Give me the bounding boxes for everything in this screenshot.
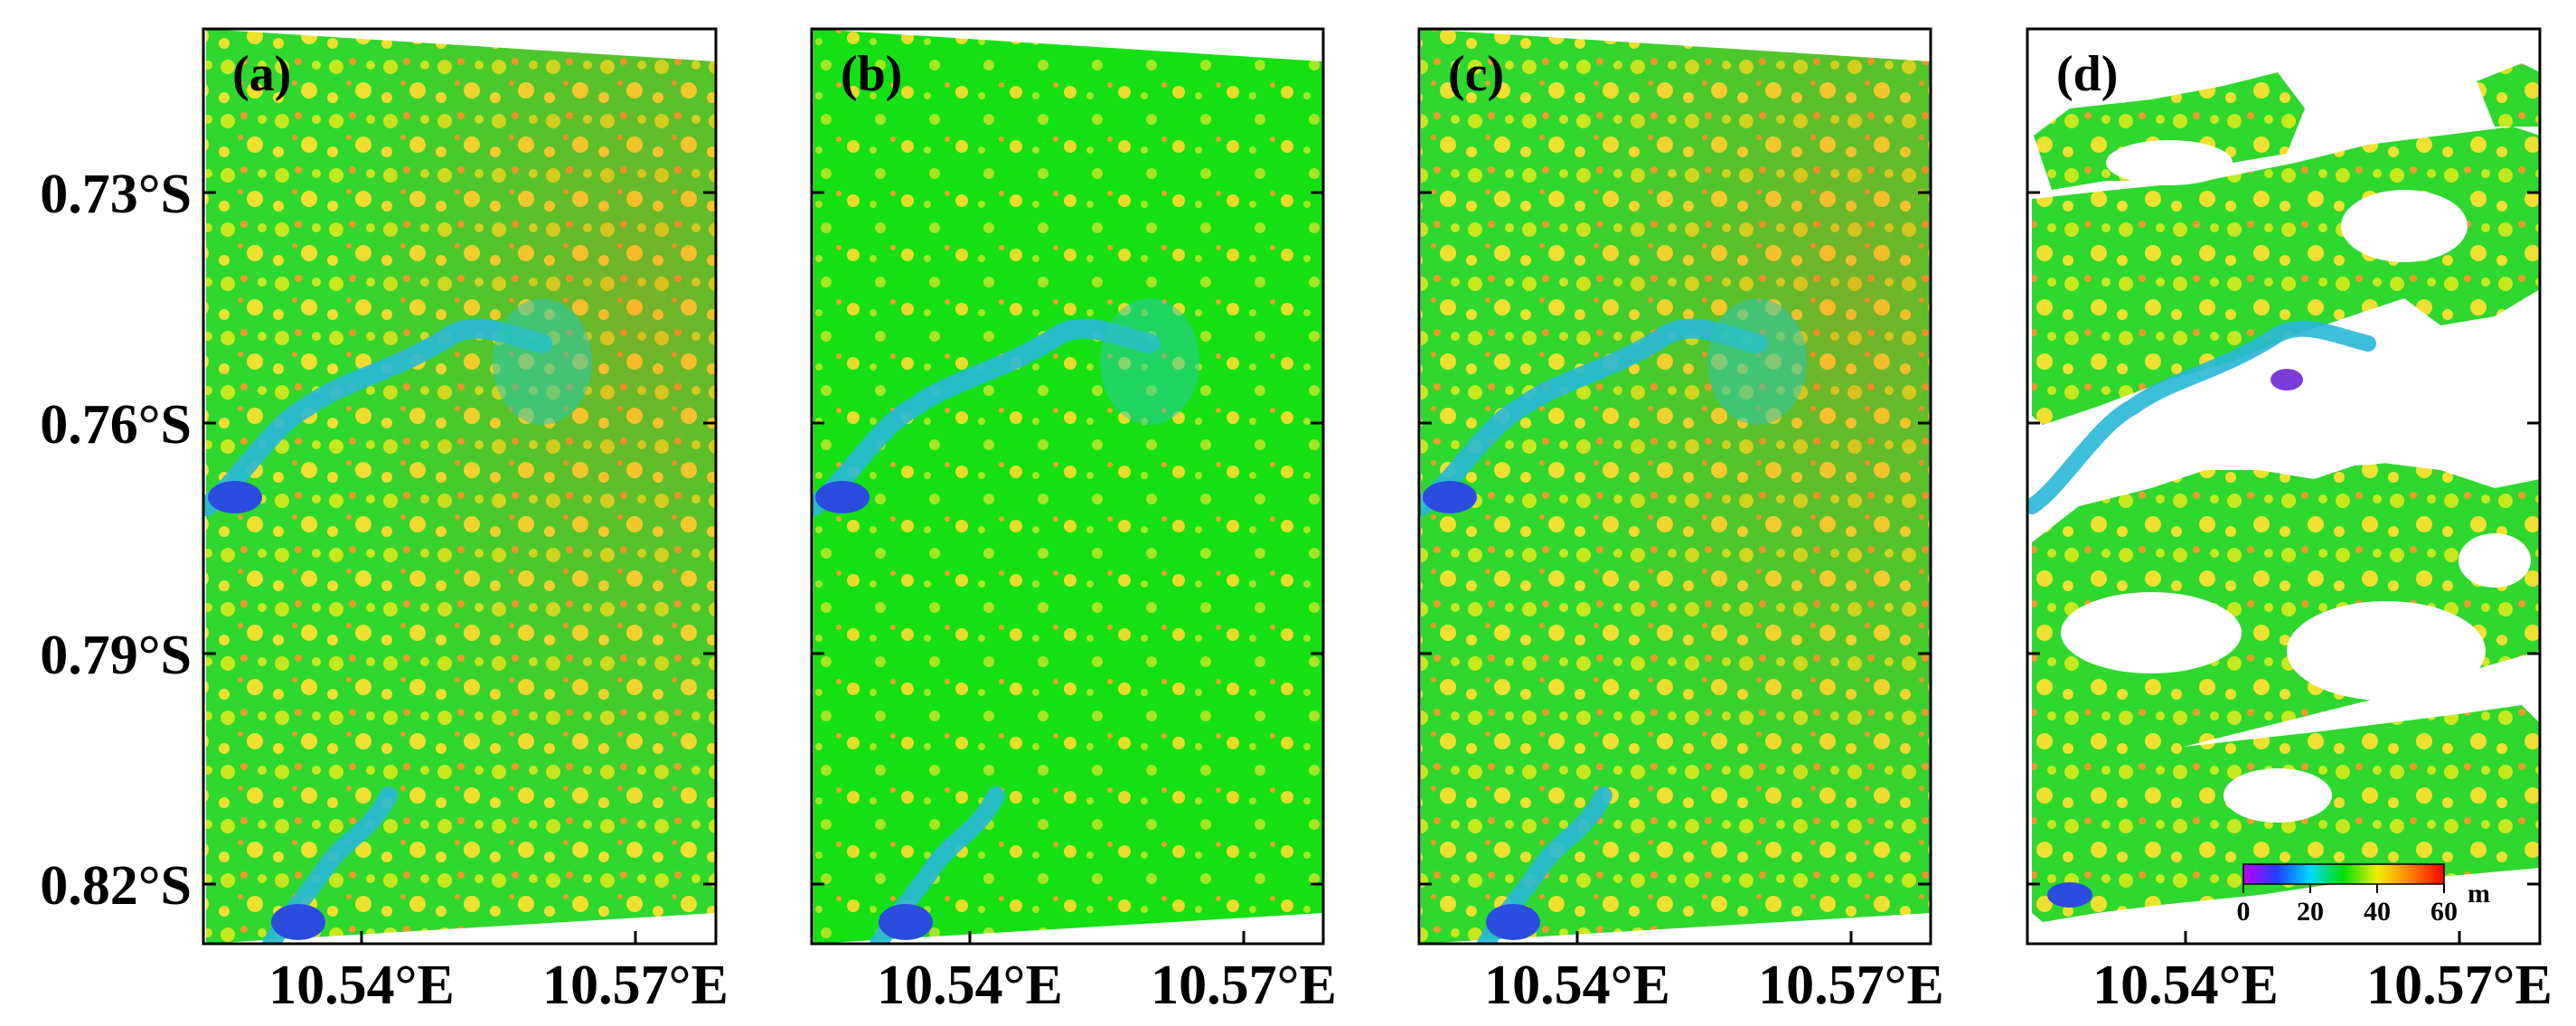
x-tick-label: 10.54°E	[877, 955, 1063, 1016]
x-tick-label: 10.54°E	[268, 955, 455, 1016]
panel-a-low-area	[208, 481, 262, 513]
x-tick-label: 10.57°E	[1151, 955, 1337, 1016]
panel-b	[812, 29, 1323, 944]
y-tick-label: 0.82°S	[40, 855, 192, 917]
panel-label-d: (d)	[2056, 46, 2118, 102]
panel-a-frame	[202, 27, 718, 946]
panel-d-patch	[2034, 72, 2305, 190]
panel-label-b: (b)	[841, 46, 902, 102]
panel-c-river	[1419, 318, 1767, 516]
panel-d-patch	[2032, 461, 2540, 786]
panel-a-wet-zone	[493, 298, 592, 425]
panel-a	[203, 29, 716, 944]
colorbar-tick-label: 60	[2430, 897, 2458, 927]
x-tick-label: 10.57°E	[542, 955, 729, 1016]
panel-d-low-area	[2270, 369, 2303, 391]
panel-d-frame	[2026, 27, 2542, 946]
colorbar-unit: m	[2468, 879, 2490, 908]
x-tick-label: 10.57°E	[1758, 955, 1944, 1016]
panel-a-warm-tint	[206, 29, 716, 944]
colorbar-tick-label: 0	[2237, 897, 2251, 927]
panel-c-frame	[1417, 27, 1932, 946]
panel-c-wet-zone	[1707, 298, 1807, 425]
panel-b-map	[813, 29, 1323, 944]
y-tick-label: 0.76°S	[40, 394, 192, 456]
panel-b-low-area	[815, 481, 870, 513]
panel-d-gap	[2223, 768, 2332, 823]
panel-d-gap	[2061, 592, 2242, 673]
panel-labels: (a) (b) (c) (d)	[232, 46, 2118, 102]
panel-c	[1419, 29, 1931, 944]
colorbar: 0 20 40 60 m	[2237, 863, 2490, 927]
panel-b-river	[812, 318, 1160, 516]
x-axis: 10.54°E 10.57°E 10.54°E 10.57°E 10.54°E 10.57…	[268, 955, 2552, 1016]
panel-label-a: (a)	[232, 46, 291, 102]
panel-d-river	[2027, 320, 2376, 514]
panel-d-gap	[2341, 190, 2468, 262]
axis-ticks	[203, 191, 2540, 944]
panel-c-low-area	[1423, 481, 1477, 513]
panel-d-gap	[2287, 601, 2486, 701]
colorbar-tick-label: 40	[2364, 897, 2391, 927]
panel-b-low-area-2	[879, 904, 933, 940]
panel-d-gap	[2242, 366, 2458, 466]
panel-d-data-gaps	[2061, 140, 2531, 823]
panel-d-low-area-2	[2047, 882, 2092, 908]
colorbar-tick-label: 20	[2297, 897, 2324, 927]
y-axis: 0.73°S 0.76°S 0.79°S 0.82°S	[40, 164, 192, 917]
panel-b-frame	[810, 27, 1325, 946]
panel-d-gap	[2458, 533, 2531, 588]
panel-d-gap	[2106, 140, 2233, 185]
colorbar-ramp	[2242, 863, 2445, 885]
panel-label-c: (c)	[1448, 46, 1504, 102]
x-tick-label: 10.54°E	[1484, 955, 1670, 1016]
panel-a-low-area-2	[271, 904, 325, 940]
panel-b-wet-zone	[1100, 298, 1199, 425]
panel-a-river	[203, 318, 552, 516]
panel-c-low-area-2	[1486, 904, 1540, 940]
panel-d	[2027, 63, 2540, 922]
panel-c-warm-tint	[1421, 29, 1931, 944]
panel-d-patch	[2477, 63, 2540, 127]
y-tick-label: 0.79°S	[40, 625, 192, 686]
x-tick-label: 10.57°E	[2366, 955, 2552, 1016]
x-tick-label: 10.54°E	[2092, 955, 2279, 1016]
y-tick-label: 0.73°S	[40, 164, 192, 225]
